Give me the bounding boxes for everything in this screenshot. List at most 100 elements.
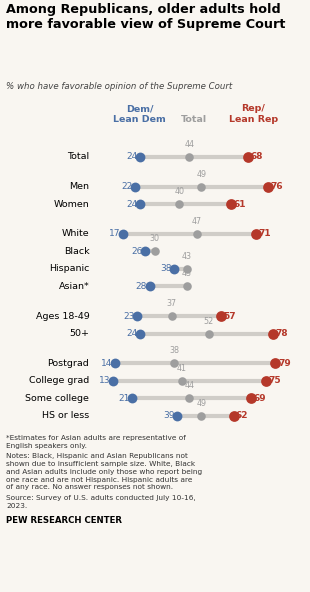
Text: 26: 26 [131,247,142,256]
Text: Ages 18-49: Ages 18-49 [36,311,89,320]
Point [248,394,253,403]
Point [113,359,118,368]
Text: Men: Men [69,182,89,191]
Text: 38: 38 [160,264,172,274]
Point [152,247,157,256]
Text: 61: 61 [233,200,246,208]
Text: 44: 44 [184,140,194,149]
Text: 38: 38 [169,346,179,355]
Text: 43: 43 [182,252,192,261]
Point [132,182,137,191]
Text: 41: 41 [177,364,187,373]
Point [172,264,177,274]
Text: Source: Survey of U.S. adults conducted July 10-16,: Source: Survey of U.S. adults conducted … [6,495,196,501]
Text: Notes: Black, Hispanic and Asian Republicans not: Notes: Black, Hispanic and Asian Republi… [6,453,188,459]
Point [120,229,125,239]
Text: and Asian adults include only those who report being: and Asian adults include only those who … [6,469,202,475]
Point [199,182,204,191]
Point [187,152,192,162]
Point [137,200,142,209]
Text: 22: 22 [121,182,132,191]
Text: 71: 71 [258,229,271,239]
Text: 28: 28 [136,282,147,291]
Text: 69: 69 [253,394,266,403]
Point [206,329,211,338]
Text: of any race. No answer responses not shown.: of any race. No answer responses not sho… [6,484,173,490]
Point [270,329,275,338]
Point [219,311,224,321]
Point [273,359,278,368]
Text: 23: 23 [123,311,135,320]
Text: Dem/
Lean Dem: Dem/ Lean Dem [113,104,166,124]
Point [130,394,135,403]
Text: 43: 43 [182,269,192,278]
Point [137,329,142,338]
Text: Hispanic: Hispanic [49,264,89,274]
Text: Among Republicans, older adults hold
more favorable view of Supreme Court: Among Republicans, older adults hold mor… [6,3,286,31]
Text: 47: 47 [192,217,202,226]
Text: 21: 21 [119,394,130,403]
Text: PEW RESEARCH CENTER: PEW RESEARCH CENTER [6,516,122,525]
Text: 50+: 50+ [69,329,89,338]
Point [169,311,174,321]
Point [135,311,140,321]
Text: 75: 75 [268,377,281,385]
Text: HS or less: HS or less [42,411,89,420]
Point [177,200,182,209]
Text: 14: 14 [101,359,113,368]
Text: 76: 76 [271,182,283,191]
Text: 49: 49 [197,170,206,179]
Point [137,152,142,162]
Text: 79: 79 [278,359,291,368]
Text: College grad: College grad [29,377,89,385]
Text: 49: 49 [197,399,206,408]
Point [228,200,233,209]
Text: Asian*: Asian* [59,282,89,291]
Text: Total: Total [67,152,89,162]
Point [231,411,236,420]
Text: 24: 24 [126,329,137,338]
Text: Black: Black [64,247,89,256]
Text: English speakers only.: English speakers only. [6,443,87,449]
Text: 52: 52 [204,317,214,326]
Text: 44: 44 [184,381,194,390]
Point [147,282,152,291]
Point [194,229,199,239]
Text: Total: Total [181,115,207,124]
Text: 68: 68 [251,152,263,162]
Point [263,376,268,385]
Point [246,152,251,162]
Text: 13: 13 [99,377,110,385]
Point [187,394,192,403]
Point [110,376,115,385]
Point [172,359,177,368]
Text: shown due to insufficient sample size. White, Black: shown due to insufficient sample size. W… [6,461,195,467]
Point [266,182,271,191]
Point [142,247,147,256]
Text: 2023.: 2023. [6,503,28,509]
Point [199,411,204,420]
Text: one race and are not Hispanic. Hispanic adults are: one race and are not Hispanic. Hispanic … [6,477,193,482]
Text: 39: 39 [163,411,174,420]
Text: 37: 37 [167,299,177,308]
Text: 78: 78 [275,329,288,338]
Text: 62: 62 [236,411,249,420]
Text: 57: 57 [224,311,236,320]
Text: % who have favorable opinion of the Supreme Court: % who have favorable opinion of the Supr… [6,82,232,91]
Text: Women: Women [54,200,89,208]
Text: 17: 17 [108,229,120,239]
Point [184,264,189,274]
Text: 24: 24 [126,200,137,208]
Point [184,282,189,291]
Text: 40: 40 [174,187,184,196]
Text: Rep/
Lean Rep: Rep/ Lean Rep [229,104,278,124]
Text: Postgrad: Postgrad [47,359,89,368]
Point [174,411,179,420]
Point [179,376,184,385]
Text: 30: 30 [150,234,160,243]
Text: *Estimates for Asian adults are representative of: *Estimates for Asian adults are represen… [6,435,186,441]
Text: White: White [62,229,89,239]
Point [253,229,258,239]
Text: Some college: Some college [25,394,89,403]
Text: 24: 24 [126,152,137,162]
